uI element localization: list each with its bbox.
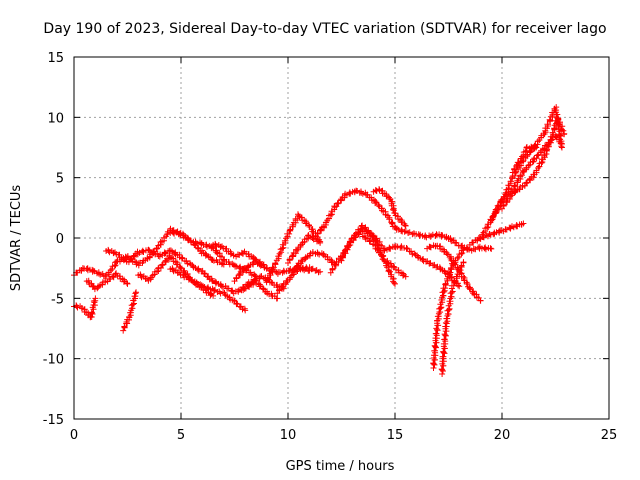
series-trace-6 <box>135 252 249 314</box>
plus-markers <box>338 222 398 287</box>
y-tick-label: 5 <box>56 172 64 187</box>
x-tick-label: 5 <box>177 428 185 443</box>
series-trace-22 <box>430 247 467 371</box>
x-axis-label: GPS time / hours <box>286 459 395 474</box>
series-trace-12 <box>263 211 324 286</box>
plus-markers <box>83 270 131 293</box>
x-tick-label: 15 <box>387 428 404 443</box>
plus-markers <box>285 232 324 266</box>
series-trace-23 <box>438 259 467 377</box>
series-trace-14 <box>285 232 324 266</box>
series-trace-21 <box>424 242 484 304</box>
series-trace-28 <box>499 115 568 212</box>
plus-markers <box>499 115 568 212</box>
x-tick-label: 10 <box>280 428 297 443</box>
x-tick-label: 25 <box>601 428 618 443</box>
plus-markers <box>424 242 484 304</box>
plus-markers <box>312 187 452 241</box>
series-trace-10 <box>231 258 270 285</box>
y-tick-label: -15 <box>43 413 64 428</box>
plus-markers <box>289 249 339 276</box>
plus-markers <box>488 133 565 224</box>
series-trace-29 <box>509 143 540 176</box>
chart-title: Day 190 of 2023, Sidereal Day-to-day VTE… <box>43 21 606 37</box>
y-tick-label: 0 <box>56 232 64 247</box>
plus-markers <box>120 289 140 334</box>
series-trace-24 <box>445 235 495 254</box>
series-trace-27 <box>488 133 565 224</box>
plus-markers <box>370 186 409 229</box>
plus-markers <box>274 264 313 297</box>
series-trace-17 <box>370 186 409 229</box>
plus-markers <box>359 232 409 280</box>
plus-markers <box>231 258 270 285</box>
plus-markers <box>445 235 495 254</box>
plus-markers <box>438 259 467 377</box>
plus-markers <box>263 211 324 286</box>
gridlines <box>74 57 609 419</box>
series-trace-19 <box>338 222 398 287</box>
plus-markers <box>135 252 249 314</box>
series-trace-13 <box>274 264 313 297</box>
plus-markers <box>103 246 281 302</box>
series-trace-4 <box>120 289 140 334</box>
y-tick-label: 10 <box>47 111 64 126</box>
series-trace-15 <box>289 249 339 276</box>
data-points <box>71 104 568 377</box>
y-tick-label: -10 <box>43 353 64 368</box>
plus-markers <box>71 295 99 321</box>
y-axis-label: SDTVAR / TECUs <box>9 185 24 292</box>
axes: 0 5 10 15 20 25 -15 -10 -5 0 5 10 15 <box>43 51 618 443</box>
plus-markers <box>430 247 467 371</box>
x-tick-label: 20 <box>494 428 511 443</box>
plus-markers <box>167 265 217 299</box>
series-trace-2 <box>71 295 99 321</box>
y-tick-label: -5 <box>51 292 64 307</box>
plus-markers <box>509 143 540 176</box>
series-trace-3 <box>83 270 131 293</box>
series-trace-8 <box>167 265 217 299</box>
series-trace-20 <box>359 232 409 280</box>
y-tick-label: 15 <box>47 51 64 66</box>
series-trace-16 <box>312 187 452 241</box>
series-trace-5 <box>103 246 281 302</box>
x-tick-label: 0 <box>70 428 78 443</box>
